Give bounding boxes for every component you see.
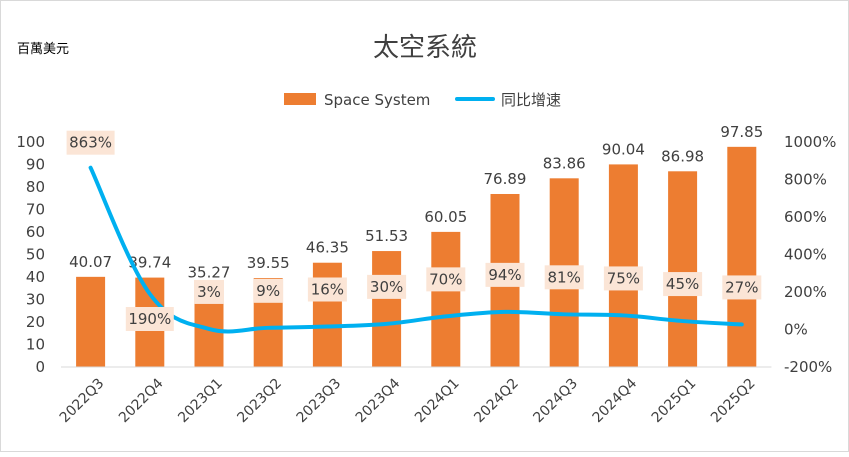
growth-line (88, 165, 744, 334)
y-left-tick-label: 10 (26, 336, 45, 354)
bar (431, 231, 461, 367)
bar-data-label: 90.04 (602, 140, 645, 158)
y-right-tick-label: 400% (784, 246, 827, 264)
line-data-label: 16% (311, 281, 344, 299)
y-left-tick-label: 70 (26, 201, 45, 219)
bar (668, 171, 698, 367)
x-tick-label: 2022Q4 (116, 375, 167, 426)
y-left-tick-label: 20 (26, 313, 45, 331)
line-data-label: 70% (429, 270, 462, 288)
y-right-tick-label: 1000% (784, 133, 836, 151)
x-tick-label: 2024Q2 (471, 376, 522, 427)
y-left-tick-label: 30 (26, 291, 45, 309)
bar (76, 276, 106, 367)
line-label-box (125, 307, 174, 331)
left-axis: 0 10 20 30 40 50 60 70 80 90 100 (16, 133, 45, 376)
legend-label-bars: Space System (324, 91, 430, 109)
right-axis: -200% 0% 200% 400% 600% 800% 1000% (784, 133, 836, 376)
bar (608, 164, 638, 367)
x-tick-label: 2024Q4 (590, 375, 641, 426)
line-data-label: 190% (128, 310, 171, 328)
unit-label: 百萬美元 (17, 42, 69, 57)
line-data-label: 27% (725, 278, 758, 296)
bar-data-label: 76.89 (484, 170, 527, 188)
y-left-tick-label: 80 (26, 178, 45, 196)
bar (727, 146, 757, 367)
bar-data-label: 51.53 (365, 227, 408, 245)
line-data-label: 75% (607, 269, 640, 287)
y-right-tick-label: -200% (784, 358, 832, 376)
bar-data-label: 39.74 (128, 254, 171, 272)
y-left-tick-label: 40 (26, 268, 45, 286)
y-left-tick-label: 60 (26, 223, 45, 241)
bar-data-label: 60.05 (424, 208, 467, 226)
legend-swatch-bars (284, 93, 316, 105)
line-data-label: 45% (666, 275, 699, 293)
x-tick-label: 2025Q2 (708, 376, 759, 427)
bar-data-label: 46.35 (306, 239, 349, 257)
line-data-label: 863% (69, 134, 112, 152)
line-label-box (544, 265, 584, 290)
line-data-label: 81% (548, 268, 581, 286)
bar-data-label: 86.98 (661, 147, 704, 165)
x-tick-label: 2025Q1 (649, 376, 700, 427)
y-right-tick-label: 800% (784, 171, 827, 189)
line-data-label: 30% (370, 278, 403, 296)
x-tick-label: 2024Q1 (412, 376, 463, 427)
legend-label-line: 同比增速 (501, 91, 561, 109)
y-left-tick-label: 100 (16, 133, 45, 151)
y-right-tick-label: 200% (784, 283, 827, 301)
x-tick-label: 2022Q3 (57, 376, 108, 427)
x-tick-label: 2023Q1 (175, 376, 226, 427)
bar-data-label: 35.27 (188, 264, 231, 282)
line-data-label: 3% (197, 283, 221, 301)
y-right-tick-label: 0% (784, 321, 808, 339)
chart-title: 太空系統 (373, 33, 477, 63)
line-label-box (603, 266, 643, 291)
line-data-label: 94% (488, 266, 521, 284)
line-label-box (253, 278, 284, 303)
bar-data-label: 97.85 (720, 123, 763, 141)
y-right-tick-label: 600% (784, 208, 827, 226)
line-label-box (426, 267, 466, 292)
bar-data-label: 40.07 (69, 253, 112, 271)
y-left-tick-label: 0 (35, 358, 45, 376)
line-series (88, 165, 744, 334)
line-label-box (485, 262, 525, 287)
line-label-box (307, 277, 347, 302)
x-tick-label: 2023Q3 (294, 376, 345, 427)
line-label-box (663, 272, 703, 297)
y-left-tick-label: 90 (26, 156, 45, 174)
x-axis: 2022Q3 2022Q4 2023Q1 2023Q2 2023Q3 2023Q4 2024… (57, 366, 772, 427)
x-tick-label: 2023Q4 (353, 375, 404, 426)
line-label-box (66, 130, 115, 155)
y-left-tick-label: 50 (26, 246, 45, 264)
line-label-box (194, 279, 224, 304)
bar-series (76, 146, 757, 367)
legend: Space System 同比增速 (284, 91, 561, 109)
line-data-labels: 863% 190% 3% 9% 16% 30% 70% 94% 81% 75% 45% 27% (66, 130, 762, 331)
x-tick-label: 2023Q2 (234, 376, 285, 427)
bar-data-label: 39.55 (247, 254, 290, 272)
line-label-box (722, 275, 762, 300)
x-tick-label: 2024Q3 (530, 376, 581, 427)
line-label-box (367, 274, 407, 299)
bar-data-labels: 40.07 39.74 35.27 39.55 46.35 51.53 60.05 76.89… (69, 123, 763, 282)
bar-data-label: 83.86 (543, 154, 586, 172)
line-data-label: 9% (256, 282, 280, 300)
bar (372, 251, 402, 367)
